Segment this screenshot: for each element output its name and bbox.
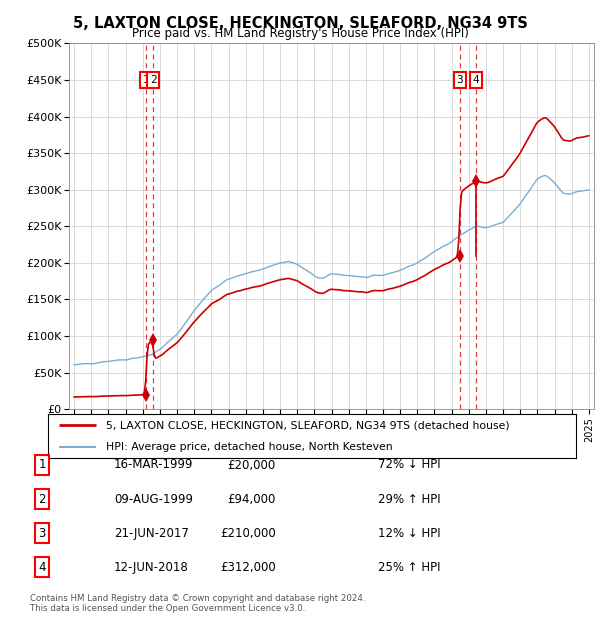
Text: £94,000: £94,000 xyxy=(227,493,276,505)
Text: 4: 4 xyxy=(473,75,479,85)
Text: 72% ↓ HPI: 72% ↓ HPI xyxy=(378,459,440,471)
Text: 5, LAXTON CLOSE, HECKINGTON, SLEAFORD, NG34 9TS (detached house): 5, LAXTON CLOSE, HECKINGTON, SLEAFORD, N… xyxy=(106,420,510,430)
Text: 29% ↑ HPI: 29% ↑ HPI xyxy=(378,493,440,505)
Text: 12% ↓ HPI: 12% ↓ HPI xyxy=(378,527,440,539)
Text: 5, LAXTON CLOSE, HECKINGTON, SLEAFORD, NG34 9TS: 5, LAXTON CLOSE, HECKINGTON, SLEAFORD, N… xyxy=(73,16,527,30)
Text: £312,000: £312,000 xyxy=(220,561,276,574)
Text: 16-MAR-1999: 16-MAR-1999 xyxy=(114,459,193,471)
Text: 25% ↑ HPI: 25% ↑ HPI xyxy=(378,561,440,574)
Text: 09-AUG-1999: 09-AUG-1999 xyxy=(114,493,193,505)
Text: 1: 1 xyxy=(38,459,46,471)
Text: 21-JUN-2017: 21-JUN-2017 xyxy=(114,527,189,539)
Text: £20,000: £20,000 xyxy=(228,459,276,471)
Text: 1: 1 xyxy=(143,75,150,85)
Text: 3: 3 xyxy=(38,527,46,539)
Text: £210,000: £210,000 xyxy=(220,527,276,539)
Text: Price paid vs. HM Land Registry's House Price Index (HPI): Price paid vs. HM Land Registry's House … xyxy=(131,27,469,40)
Text: 4: 4 xyxy=(38,561,46,574)
Text: Contains HM Land Registry data © Crown copyright and database right 2024.: Contains HM Land Registry data © Crown c… xyxy=(30,594,365,603)
Text: 3: 3 xyxy=(456,75,463,85)
Text: 2: 2 xyxy=(38,493,46,505)
Text: 2: 2 xyxy=(150,75,157,85)
Text: This data is licensed under the Open Government Licence v3.0.: This data is licensed under the Open Gov… xyxy=(30,604,305,613)
Text: 12-JUN-2018: 12-JUN-2018 xyxy=(114,561,189,574)
Text: HPI: Average price, detached house, North Kesteven: HPI: Average price, detached house, Nort… xyxy=(106,441,393,452)
